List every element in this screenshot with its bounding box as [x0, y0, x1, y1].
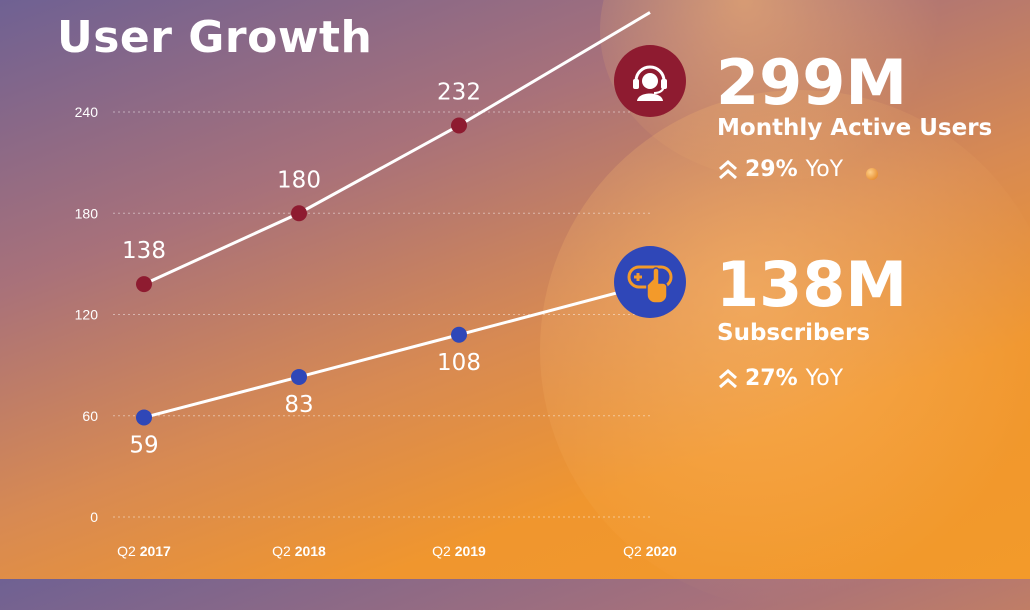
mau-yoy: 29% YoY	[717, 157, 843, 182]
subs-yoy-suffix: YoY	[805, 366, 844, 391]
page-title: User Growth	[57, 12, 373, 63]
subscribers-data-label: 83	[284, 392, 313, 418]
tap-plus-icon	[614, 246, 686, 318]
mau-data-label: 232	[437, 80, 481, 106]
mau-point	[291, 205, 307, 222]
mau-label: Monthly Active Users	[717, 115, 993, 141]
subs-value: 138M	[716, 248, 908, 321]
double-chevron-up-icon	[719, 368, 737, 388]
y-tick-label: 60	[82, 408, 98, 424]
x-tick-label: Q2 2020	[623, 543, 677, 559]
subscribers-point	[451, 326, 467, 343]
double-chevron-up-icon	[719, 159, 737, 179]
y-tick-label: 0	[90, 509, 98, 525]
user-growth-chart: 138 180 232 59 83 108 0 60 120 180 240 Q2 2017 Q2 2…	[75, 11, 677, 559]
subscribers-point	[291, 368, 307, 385]
x-tick-label: Q2 2017	[117, 543, 171, 559]
y-tick-label: 180	[75, 205, 99, 221]
mau-yoy-suffix: YoY	[805, 157, 844, 182]
subs-yoy: 27% YoY	[717, 366, 843, 391]
mau-point	[451, 117, 467, 134]
decorative-dot	[866, 168, 878, 180]
x-tick-label: Q2 2019	[432, 543, 486, 559]
mau-yoy-percent: 29%	[745, 157, 798, 182]
mau-line	[143, 11, 651, 286]
subscribers-line	[143, 282, 651, 419]
mau-data-label: 180	[277, 167, 321, 193]
y-tick-label: 120	[75, 307, 99, 323]
subscribers-data-label: 108	[437, 350, 481, 376]
mau-data-label: 138	[122, 238, 166, 264]
headset-user-icon	[614, 45, 686, 117]
subscribers-point	[136, 409, 152, 426]
mau-point	[136, 276, 152, 293]
subscribers-data-label: 59	[129, 432, 158, 458]
y-tick-label: 240	[75, 104, 99, 120]
subs-yoy-percent: 27%	[745, 366, 798, 391]
subs-label: Subscribers	[717, 320, 871, 346]
mau-value: 299M	[716, 46, 908, 119]
x-tick-label: Q2 2018	[272, 543, 326, 559]
